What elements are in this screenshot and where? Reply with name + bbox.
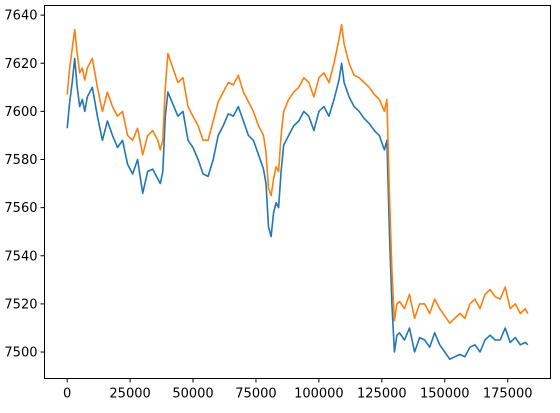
y-tick-label: 7600 [4, 105, 37, 120]
x-tick-label: 0 [63, 387, 71, 402]
series-2-line [66, 23, 529, 325]
plot-area-frame [44, 5, 551, 379]
x-tick-label: 150000 [420, 387, 470, 402]
y-tick-label: 7620 [4, 57, 37, 72]
y-tick-label: 7560 [4, 201, 37, 216]
x-tick-label: 50000 [172, 387, 213, 402]
x-axis: 0 25000 50000 75000 100000 125000 150000 175000 [63, 378, 533, 402]
x-tick-label: 75000 [235, 387, 276, 402]
y-tick-label: 7580 [4, 153, 37, 168]
x-tick-label: 100000 [294, 387, 344, 402]
y-tick-label: 7540 [4, 249, 37, 264]
y-axis: 7500 7520 7540 7560 7580 7600 7620 7640 [4, 9, 45, 361]
y-tick-label: 7520 [4, 297, 37, 312]
x-tick-label: 25000 [109, 387, 150, 402]
x-tick-label: 125000 [357, 387, 407, 402]
y-tick-label: 7500 [4, 346, 37, 361]
plot-lines [66, 23, 529, 361]
series-1-line [66, 57, 529, 361]
x-tick-label: 175000 [483, 387, 533, 402]
y-tick-label: 7640 [4, 9, 37, 24]
